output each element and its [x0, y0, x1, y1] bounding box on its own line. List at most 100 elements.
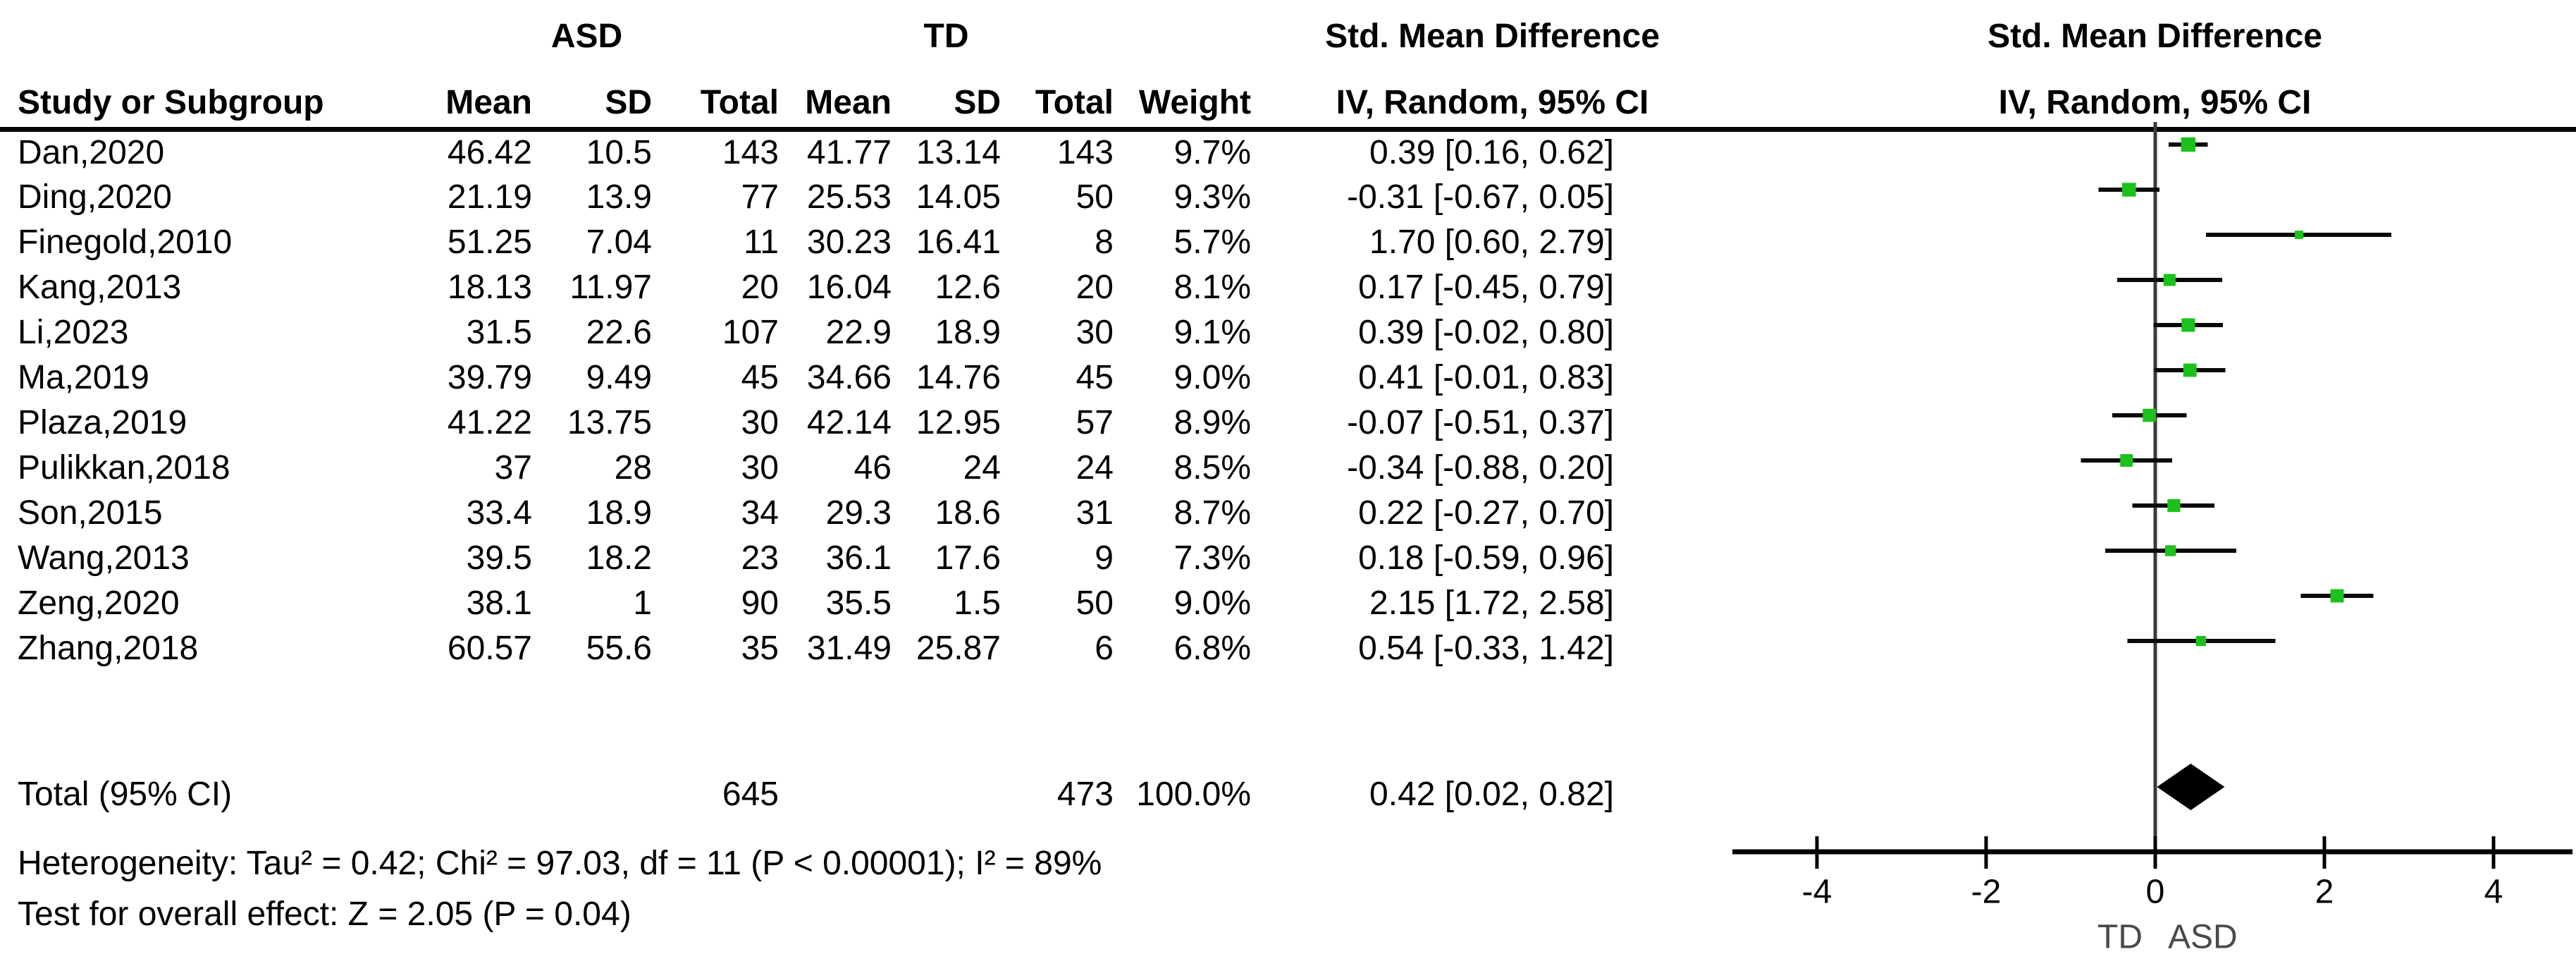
col-header-weight: Weight: [1114, 56, 1251, 132]
group-header-td: TD: [923, 18, 969, 55]
cell-plot-space: [1734, 581, 2576, 626]
cell-plot-space: [1734, 130, 2576, 175]
cell-study: Finegold,2010: [18, 223, 233, 261]
cell-td_sd: 12.6: [935, 268, 1001, 306]
cell-smd_ci: 0.54 [-0.33, 1.42]: [1358, 629, 1614, 667]
cell-td_sd: 16.41: [916, 223, 1001, 261]
tick-label: -2: [1971, 874, 2002, 911]
table-row: Zhang,2018 60.57 55.6 35 31.49 25.87 6 6.8% 0.54…: [0, 626, 2576, 671]
cell-plot-space: [1734, 491, 2576, 536]
cell-plot-space: [1734, 401, 2576, 446]
group-header-spacer: [0, 0, 395, 56]
cell-td_total: 45: [1076, 358, 1114, 396]
cell-td_sd: 18.9: [935, 313, 1001, 351]
cell-asd_mean: 18.13: [447, 268, 532, 306]
cell-study: Ding,2020: [18, 178, 172, 216]
cell-td_mean: 29.3: [825, 494, 892, 532]
cell-asd_total: 30: [741, 403, 779, 441]
cell-weight: 9.0%: [1173, 584, 1251, 622]
cell-asd_total: 143: [722, 134, 779, 172]
cell-td_mean: 36.1: [825, 539, 892, 577]
table-row: Pulikkan,2018 37 28 30 46 24 24 8.5% -0.34 [-0.8…: [0, 446, 2576, 491]
cell-asd_total: 30: [741, 448, 779, 487]
cell-weight: 8.5%: [1173, 448, 1251, 487]
cell-asd_sd: 28: [614, 448, 652, 487]
cell-asd_sd: 18.2: [586, 539, 652, 577]
cell-td_total: 31: [1076, 494, 1114, 532]
cell-plot-space: [1734, 310, 2576, 355]
column-header-row: Study or Subgroup Mean SD Total Mean SD …: [0, 56, 2576, 132]
cell-study: Son,2015: [18, 494, 163, 532]
cell-td_mean: 41.77: [806, 134, 892, 172]
col-header-td-total: Total: [1001, 56, 1114, 132]
cell-asd_mean: 31.5: [466, 313, 532, 351]
table-row: Ma,2019 39.79 9.49 45 34.66 14.76 45 9.0% 0.41 […: [0, 355, 2576, 401]
cell-blank: [892, 770, 1001, 819]
cell-study: Li,2023: [18, 313, 129, 351]
cell-asd_total: 107: [722, 313, 779, 351]
cell-asd_sd: 10.5: [586, 134, 652, 172]
cell-td_sd: 17.6: [935, 539, 1001, 577]
cell-plot-space: [1734, 355, 2576, 401]
cell-td_total: 57: [1076, 403, 1114, 441]
cell-weight: 9.3%: [1173, 178, 1251, 216]
cell-td_total: 9: [1095, 539, 1114, 577]
smd-header-left: Std. Mean Difference: [1325, 18, 1660, 55]
cell-asd_mean: 39.79: [447, 358, 532, 396]
cell-asd_total: 45: [741, 358, 779, 396]
cell-td_mean: 31.49: [806, 629, 892, 667]
cell-td_sd: 25.87: [916, 629, 1001, 667]
cell-asd_sd: 7.04: [586, 223, 652, 261]
cell-asd_sd: 18.9: [586, 494, 652, 532]
cell-asd_mean: 39.5: [466, 539, 532, 577]
cell-study: Dan,2020: [18, 134, 165, 172]
cell-asd_total: 90: [741, 584, 779, 622]
cell-weight: 9.1%: [1173, 313, 1251, 351]
cell-td_sd: 14.76: [916, 358, 1001, 396]
cell-weight: 6.8%: [1173, 629, 1251, 667]
group-header-asd: ASD: [550, 18, 623, 55]
table-row: Plaza,2019 41.22 13.75 30 42.14 12.95 57 8.9% -0…: [0, 401, 2576, 446]
cell-study: Ma,2019: [18, 358, 149, 396]
col-header-ci: IV, Random, 95% CI: [1251, 56, 1734, 132]
cell-asd_total: 11: [744, 223, 779, 261]
cell-weight: 5.7%: [1173, 223, 1251, 261]
cell-asd_mean: 21.19: [447, 178, 532, 216]
cell-asd_sd: 13.9: [586, 178, 652, 216]
cell-td_sd: 12.95: [916, 403, 1001, 441]
cell-asd_mean: 60.57: [447, 629, 532, 667]
cell-asd_mean: 46.42: [447, 134, 532, 172]
cell-weight: 9.0%: [1173, 358, 1251, 396]
axis-label-td: TD: [2097, 919, 2143, 956]
tick-label: -4: [1802, 874, 1832, 911]
table-row: Wang,2013 39.5 18.2 23 36.1 17.6 9 7.3% 0.18 [-0…: [0, 536, 2576, 581]
cell-asd_mean: 41.22: [447, 403, 532, 441]
cell-plot-space: [1734, 265, 2576, 310]
cell-asd_sd: 22.6: [586, 313, 652, 351]
cell-weight: 9.7%: [1173, 134, 1251, 172]
col-header-td-sd: SD: [892, 56, 1001, 132]
cell-smd_ci: 2.15 [1.72, 2.58]: [1369, 584, 1614, 622]
col-header-asd-sd: SD: [532, 56, 652, 132]
cell-study: Kang,2013: [18, 268, 182, 306]
cell-plot-space: [1734, 446, 2576, 491]
cell-smd_ci: 0.18 [-0.59, 0.96]: [1358, 539, 1614, 577]
table-row: Zeng,2020 38.1 1 90 35.5 1.5 50 9.0% 2.15 [1.72,…: [0, 581, 2576, 626]
smd-header-right: Std. Mean Difference: [1988, 18, 2322, 55]
cell-smd_ci: -0.07 [-0.51, 0.37]: [1347, 403, 1614, 441]
cell-asd-total: 645: [722, 775, 779, 813]
overall-effect-note: Test for overall effect: Z = 2.05 (P = 0…: [18, 896, 631, 933]
cell-study: Wang,2013: [18, 539, 190, 577]
cell-study: Zhang,2018: [18, 629, 199, 667]
col-header-td-mean: Mean: [779, 56, 892, 132]
tick-label: 0: [2146, 874, 2165, 911]
cell-smd_ci: 0.39 [-0.02, 0.80]: [1358, 313, 1614, 351]
cell-asd_total: 23: [741, 539, 779, 577]
cell-td_sd: 13.14: [916, 134, 1001, 172]
cell-td_sd: 18.6: [935, 494, 1001, 532]
cell-plot-space: [1734, 175, 2576, 220]
table-row: Kang,2013 18.13 11.97 20 16.04 12.6 20 8.1% 0.17…: [0, 265, 2576, 310]
cell-plot-space: [1734, 770, 2576, 819]
cell-blank: [395, 770, 532, 819]
col-header-asd-total: Total: [652, 56, 779, 132]
